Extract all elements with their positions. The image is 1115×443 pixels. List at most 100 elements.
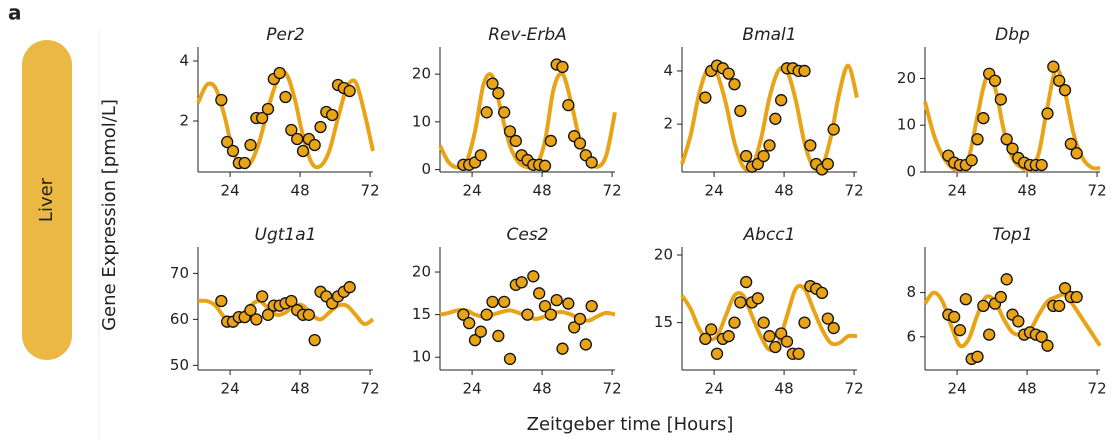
chart-title: Per2 bbox=[266, 25, 305, 45]
data-point bbox=[279, 90, 292, 104]
data-point bbox=[1041, 339, 1054, 352]
data-point bbox=[302, 308, 315, 321]
data-point bbox=[763, 139, 776, 152]
data-point bbox=[296, 144, 310, 158]
data-point bbox=[1053, 299, 1066, 313]
data-point bbox=[503, 125, 517, 138]
data-point bbox=[285, 123, 298, 137]
data-point bbox=[556, 60, 569, 74]
x-tick-label: 48 bbox=[775, 380, 794, 398]
data-point bbox=[585, 299, 598, 313]
row-label: Liver bbox=[36, 177, 57, 222]
data-point bbox=[740, 149, 753, 163]
data-point bbox=[221, 135, 234, 149]
data-point bbox=[780, 335, 794, 348]
data-point bbox=[971, 133, 984, 146]
y-tick-label: 6 bbox=[906, 327, 916, 345]
data-point bbox=[1006, 142, 1019, 155]
data-point bbox=[757, 316, 770, 329]
chart-title: Bmal1 bbox=[742, 25, 796, 45]
data-point bbox=[492, 87, 505, 100]
data-point bbox=[994, 93, 1007, 106]
data-point bbox=[1058, 83, 1072, 97]
data-point bbox=[953, 324, 967, 337]
row-pill bbox=[22, 40, 72, 360]
data-point bbox=[261, 308, 275, 321]
data-point bbox=[244, 304, 257, 317]
data-point bbox=[492, 329, 505, 343]
chart-title: Dbp bbox=[995, 25, 1030, 45]
x-tick-label: 72 bbox=[1088, 182, 1107, 200]
data-point bbox=[1070, 147, 1083, 160]
x-tick-label: 24 bbox=[705, 380, 724, 398]
data-point bbox=[994, 290, 1007, 304]
data-point bbox=[1053, 74, 1066, 87]
y-tick-label: 0 bbox=[421, 160, 431, 178]
data-point bbox=[556, 342, 569, 355]
data-point bbox=[544, 308, 557, 321]
data-point bbox=[763, 330, 776, 343]
data-point bbox=[480, 106, 493, 119]
data-point bbox=[1000, 133, 1013, 146]
data-point bbox=[1058, 282, 1072, 295]
data-point bbox=[722, 330, 735, 343]
data-point bbox=[740, 275, 753, 289]
data-point bbox=[457, 308, 470, 321]
y-tick-label: 10 bbox=[897, 116, 916, 134]
data-point bbox=[705, 323, 718, 336]
data-point bbox=[798, 64, 811, 78]
data-point bbox=[1000, 273, 1013, 286]
data-point bbox=[821, 157, 834, 171]
data-point bbox=[308, 138, 321, 152]
chart-title: Ces2 bbox=[506, 225, 548, 245]
y-tick-label: 2 bbox=[179, 112, 189, 130]
chart-title: Rev-ErbA bbox=[488, 25, 567, 45]
data-point bbox=[538, 299, 552, 313]
data-point bbox=[474, 325, 487, 338]
data-point bbox=[521, 308, 534, 321]
data-point bbox=[983, 328, 996, 341]
data-point bbox=[474, 149, 487, 162]
data-point bbox=[710, 347, 724, 360]
data-point bbox=[798, 316, 811, 329]
data-point bbox=[291, 132, 304, 146]
data-point bbox=[965, 154, 978, 167]
data-point bbox=[821, 312, 834, 325]
data-point bbox=[308, 333, 321, 347]
data-point bbox=[734, 104, 747, 117]
data-point bbox=[244, 138, 257, 152]
data-point bbox=[988, 74, 1002, 87]
data-point bbox=[1070, 290, 1083, 304]
y-tick-label: 20 bbox=[412, 263, 431, 281]
data-point bbox=[562, 98, 575, 112]
data-point bbox=[728, 316, 741, 329]
data-point bbox=[538, 159, 552, 172]
data-point bbox=[827, 123, 840, 136]
data-point bbox=[1041, 107, 1054, 120]
data-point bbox=[486, 295, 499, 309]
data-point bbox=[343, 281, 356, 294]
data-point bbox=[314, 120, 327, 134]
data-point bbox=[250, 313, 263, 326]
data-point bbox=[1012, 315, 1025, 328]
y-tick-label: 4 bbox=[179, 52, 189, 70]
y-tick-label: 70 bbox=[170, 264, 189, 282]
data-point bbox=[326, 108, 339, 122]
data-point bbox=[468, 334, 482, 347]
y-tick-label: 15 bbox=[412, 305, 431, 323]
data-point bbox=[256, 290, 269, 303]
data-point bbox=[503, 352, 517, 366]
data-point bbox=[699, 91, 712, 104]
x-tick-label: 72 bbox=[1088, 380, 1107, 398]
data-point bbox=[573, 137, 587, 150]
data-point bbox=[226, 144, 240, 158]
data-point bbox=[977, 299, 990, 313]
data-point bbox=[769, 340, 782, 354]
x-tick-label: 24 bbox=[221, 182, 240, 200]
data-point bbox=[509, 134, 522, 148]
data-point bbox=[515, 276, 528, 289]
x-tick-label: 24 bbox=[463, 182, 482, 200]
data-point bbox=[775, 327, 788, 340]
data-point bbox=[827, 321, 840, 335]
y-tick-label: 2 bbox=[663, 115, 673, 133]
